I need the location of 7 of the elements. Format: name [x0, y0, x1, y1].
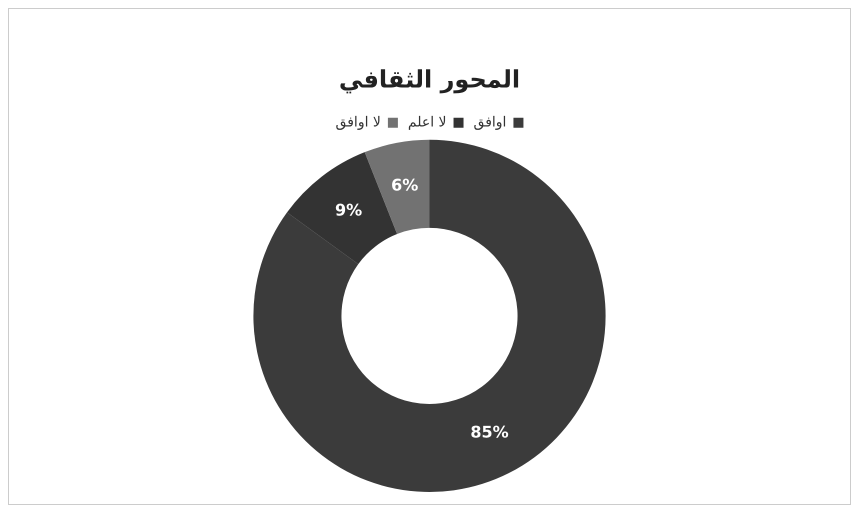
- data-label: 9%: [334, 200, 362, 220]
- legend-label: لا اوافق: [336, 114, 381, 130]
- legend-label: اوافق: [474, 114, 506, 130]
- chart-title: المحور الثقافي: [338, 66, 520, 94]
- data-label: 6%: [391, 175, 418, 194]
- legend-label: لا اعلم: [408, 114, 447, 130]
- data-label: 85%: [470, 422, 509, 442]
